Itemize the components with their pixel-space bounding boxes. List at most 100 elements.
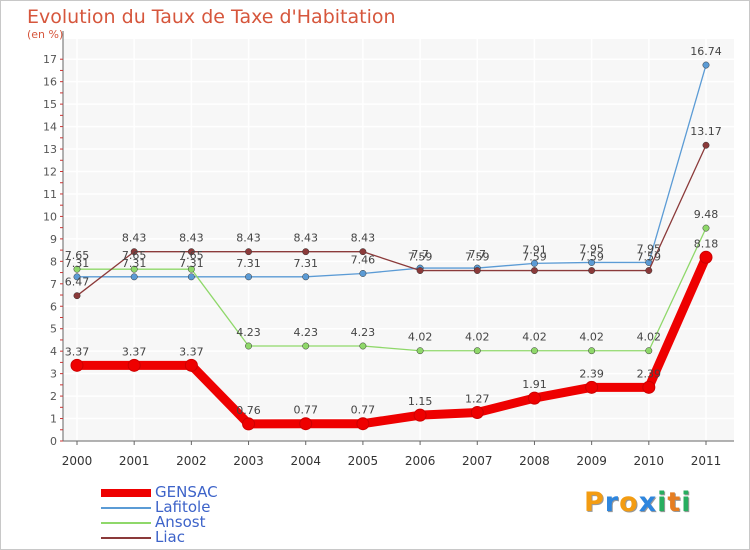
data-label-ansost: 4.02 bbox=[637, 331, 662, 344]
legend-label-liac: Liac bbox=[155, 528, 185, 546]
data-label-ansost: 9.48 bbox=[694, 208, 719, 221]
data-label-liac: 7.59 bbox=[579, 251, 604, 264]
data-label-lafitole: 7.7 bbox=[411, 248, 429, 261]
data-point-liac bbox=[416, 267, 424, 274]
y-tick-label: 5 bbox=[50, 323, 57, 336]
legend-label-gensac: GENSAC bbox=[155, 483, 218, 501]
data-point-liac bbox=[588, 267, 596, 274]
data-point-liac bbox=[702, 141, 710, 149]
data-point-ansost bbox=[187, 265, 195, 273]
y-tick-label: 2 bbox=[50, 390, 57, 403]
data-point-lafitole bbox=[245, 273, 252, 281]
y-tick-label: 7 bbox=[50, 278, 57, 291]
data-point-lafitole bbox=[302, 273, 310, 281]
y-tick-label: 6 bbox=[50, 300, 57, 313]
data-label-gensac: 1.27 bbox=[465, 392, 490, 405]
legend-swatch-lafitole bbox=[101, 507, 151, 509]
data-point-lafitole bbox=[588, 259, 596, 266]
data-point-ansost bbox=[645, 347, 653, 355]
data-label-ansost: 4.23 bbox=[351, 326, 376, 339]
data-label-gensac: 3.37 bbox=[65, 345, 90, 358]
logo-letter: o bbox=[619, 487, 639, 518]
x-tick-label: 2004 bbox=[290, 454, 321, 468]
y-tick-label: 16 bbox=[43, 76, 57, 89]
x-tick-label: 2002 bbox=[176, 454, 207, 468]
data-point-gensac bbox=[527, 391, 541, 405]
logo-letter: r bbox=[604, 487, 620, 518]
x-tick-label: 2008 bbox=[519, 454, 550, 468]
y-tick-label: 17 bbox=[43, 53, 57, 66]
data-point-lafitole bbox=[130, 273, 138, 281]
data-label-lafitole: 7.95 bbox=[579, 242, 604, 255]
data-point-liac bbox=[187, 248, 195, 256]
logo-letter: t bbox=[667, 487, 682, 518]
data-point-liac bbox=[473, 267, 481, 274]
data-point-ansost bbox=[73, 265, 81, 273]
data-label-liac: 8.43 bbox=[351, 232, 376, 245]
y-tick-label: 1 bbox=[50, 413, 57, 426]
data-point-gensac bbox=[127, 358, 141, 372]
data-point-gensac bbox=[184, 358, 198, 372]
data-label-liac: 7.59 bbox=[408, 251, 433, 264]
data-label-ansost: 4.02 bbox=[579, 331, 604, 344]
data-label-liac: 7.59 bbox=[522, 251, 547, 264]
data-point-ansost bbox=[245, 342, 252, 350]
data-point-gensac bbox=[585, 380, 599, 394]
data-point-lafitole bbox=[187, 273, 195, 281]
x-tick-label: 2006 bbox=[405, 454, 436, 468]
x-tick-label: 2010 bbox=[634, 454, 665, 468]
data-label-gensac: 1.91 bbox=[522, 378, 547, 391]
data-point-ansost bbox=[130, 265, 138, 273]
data-label-gensac: 2.39 bbox=[637, 367, 662, 380]
data-label-ansost: 7.65 bbox=[179, 249, 204, 262]
series-line-lafitole bbox=[76, 64, 707, 278]
data-label-lafitole: 7.31 bbox=[236, 257, 261, 270]
data-point-liac bbox=[130, 248, 138, 256]
data-label-gensac: 0.77 bbox=[351, 404, 376, 417]
series-line-gensac bbox=[72, 252, 711, 429]
y-tick-label: 13 bbox=[43, 143, 57, 156]
data-label-liac: 8.43 bbox=[236, 232, 261, 245]
logo-letter: x bbox=[638, 487, 658, 518]
logo-letter: i bbox=[657, 487, 668, 518]
legend-swatch-liac bbox=[101, 537, 151, 539]
data-point-gensac bbox=[642, 380, 656, 394]
data-point-lafitole bbox=[702, 61, 710, 69]
x-tick-label: 2009 bbox=[576, 454, 607, 468]
data-point-ansost bbox=[416, 347, 424, 355]
data-label-ansost: 7.65 bbox=[65, 249, 90, 262]
data-label-ansost: 4.02 bbox=[522, 331, 547, 344]
x-tick-label: 2000 bbox=[62, 454, 93, 468]
data-point-ansost bbox=[702, 224, 710, 232]
y-tick-label: 15 bbox=[43, 98, 57, 111]
plot-area bbox=[63, 39, 734, 441]
data-point-liac bbox=[359, 248, 367, 256]
data-label-ansost: 4.23 bbox=[293, 326, 318, 339]
data-point-lafitole bbox=[73, 273, 81, 281]
series-line-liac bbox=[76, 144, 707, 297]
data-point-ansost bbox=[359, 342, 367, 350]
data-label-liac: 8.43 bbox=[293, 232, 318, 245]
data-point-gensac bbox=[70, 358, 84, 372]
legend-swatch-ansost bbox=[101, 522, 151, 524]
data-point-ansost bbox=[302, 342, 310, 350]
x-tick-label: 2011 bbox=[691, 454, 722, 468]
data-label-gensac: 2.39 bbox=[579, 367, 604, 380]
data-point-gensac bbox=[413, 408, 427, 422]
data-label-lafitole: 7.46 bbox=[351, 253, 376, 266]
x-tick-label: 2001 bbox=[119, 454, 150, 468]
data-label-ansost: 7.65 bbox=[122, 249, 147, 262]
data-label-ansost: 4.23 bbox=[236, 326, 261, 339]
data-point-gensac bbox=[299, 417, 313, 431]
y-tick-label: 8 bbox=[50, 255, 57, 268]
y-tick-label: 10 bbox=[43, 210, 57, 223]
data-label-ansost: 4.02 bbox=[408, 331, 433, 344]
data-point-gensac bbox=[242, 417, 256, 431]
chart-title: Evolution du Taux de Taxe d'Habitation bbox=[27, 6, 396, 28]
y-tick-label: 4 bbox=[50, 345, 57, 358]
legend-label-lafitole: Lafitole bbox=[155, 498, 211, 516]
data-label-liac: 13.17 bbox=[690, 125, 722, 138]
logo-letter: P bbox=[584, 487, 605, 518]
data-label-liac: 8.43 bbox=[179, 232, 204, 245]
